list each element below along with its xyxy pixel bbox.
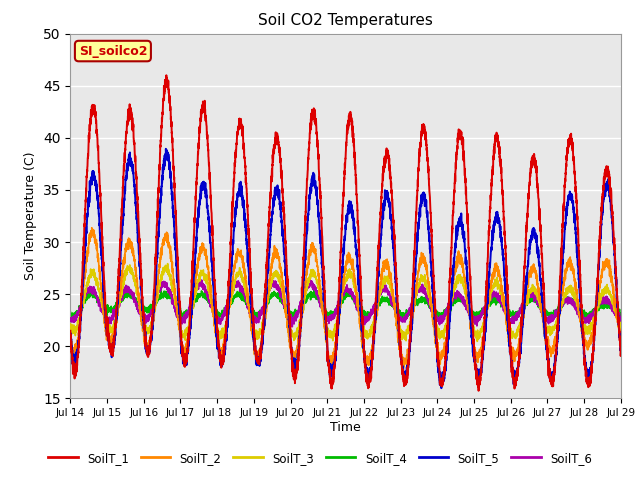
Legend: SoilT_1, SoilT_2, SoilT_3, SoilT_4, SoilT_5, SoilT_6: SoilT_1, SoilT_2, SoilT_3, SoilT_4, Soil… bbox=[44, 447, 596, 469]
X-axis label: Time: Time bbox=[330, 421, 361, 434]
Text: SI_soilco2: SI_soilco2 bbox=[79, 45, 147, 58]
Y-axis label: Soil Temperature (C): Soil Temperature (C) bbox=[24, 152, 38, 280]
Title: Soil CO2 Temperatures: Soil CO2 Temperatures bbox=[258, 13, 433, 28]
